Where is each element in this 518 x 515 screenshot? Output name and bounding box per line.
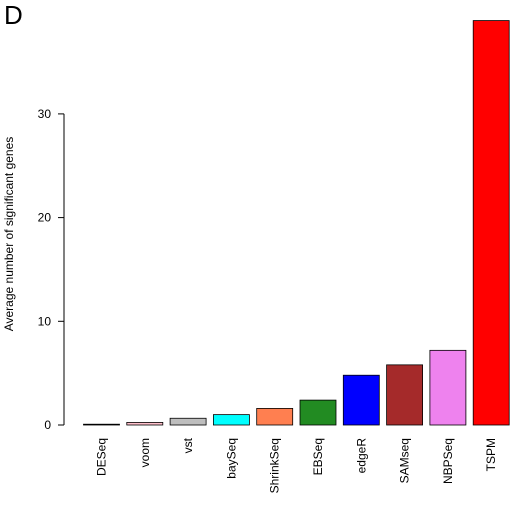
x-tick-label: ShrinkSeq bbox=[268, 438, 282, 493]
bars bbox=[83, 20, 510, 426]
x-tick-label: NBPSeq bbox=[441, 438, 455, 484]
bar-bayseq bbox=[212, 414, 250, 426]
bar-vst bbox=[169, 417, 207, 426]
y-axis: 0 10 20 30 bbox=[38, 107, 65, 432]
x-tick-label: edgeR bbox=[354, 438, 368, 474]
bar-tspm bbox=[472, 20, 510, 426]
x-tick-label: vst bbox=[181, 437, 195, 453]
y-tick-label: 0 bbox=[44, 418, 51, 432]
x-tick-label: EBSeq bbox=[311, 438, 325, 475]
y-axis-label: Average number of significant genes bbox=[2, 137, 16, 332]
y-tick-label: 10 bbox=[38, 314, 52, 328]
x-tick-label: DESeq bbox=[95, 438, 109, 476]
y-tick-label: 30 bbox=[38, 107, 52, 121]
x-axis-labels: DESeq voom vst baySeq ShrinkSeq EBSeq edgeR SAM… bbox=[95, 437, 499, 493]
panel-letter: D bbox=[4, 0, 23, 30]
x-tick-label: SAMseq bbox=[398, 438, 412, 483]
bar-samseq bbox=[386, 364, 424, 426]
x-tick-label: TSPM bbox=[484, 438, 498, 471]
y-tick-label: 20 bbox=[38, 211, 52, 225]
bar-voom bbox=[126, 422, 164, 426]
x-tick-label: baySeq bbox=[224, 438, 238, 479]
bar-ebseq bbox=[299, 399, 337, 426]
bar-shrinkseq bbox=[256, 408, 294, 426]
x-tick-label: voom bbox=[138, 438, 152, 467]
bar-deseq bbox=[83, 423, 120, 426]
bar-nbpseq bbox=[429, 349, 467, 426]
bar-edger bbox=[342, 374, 380, 426]
